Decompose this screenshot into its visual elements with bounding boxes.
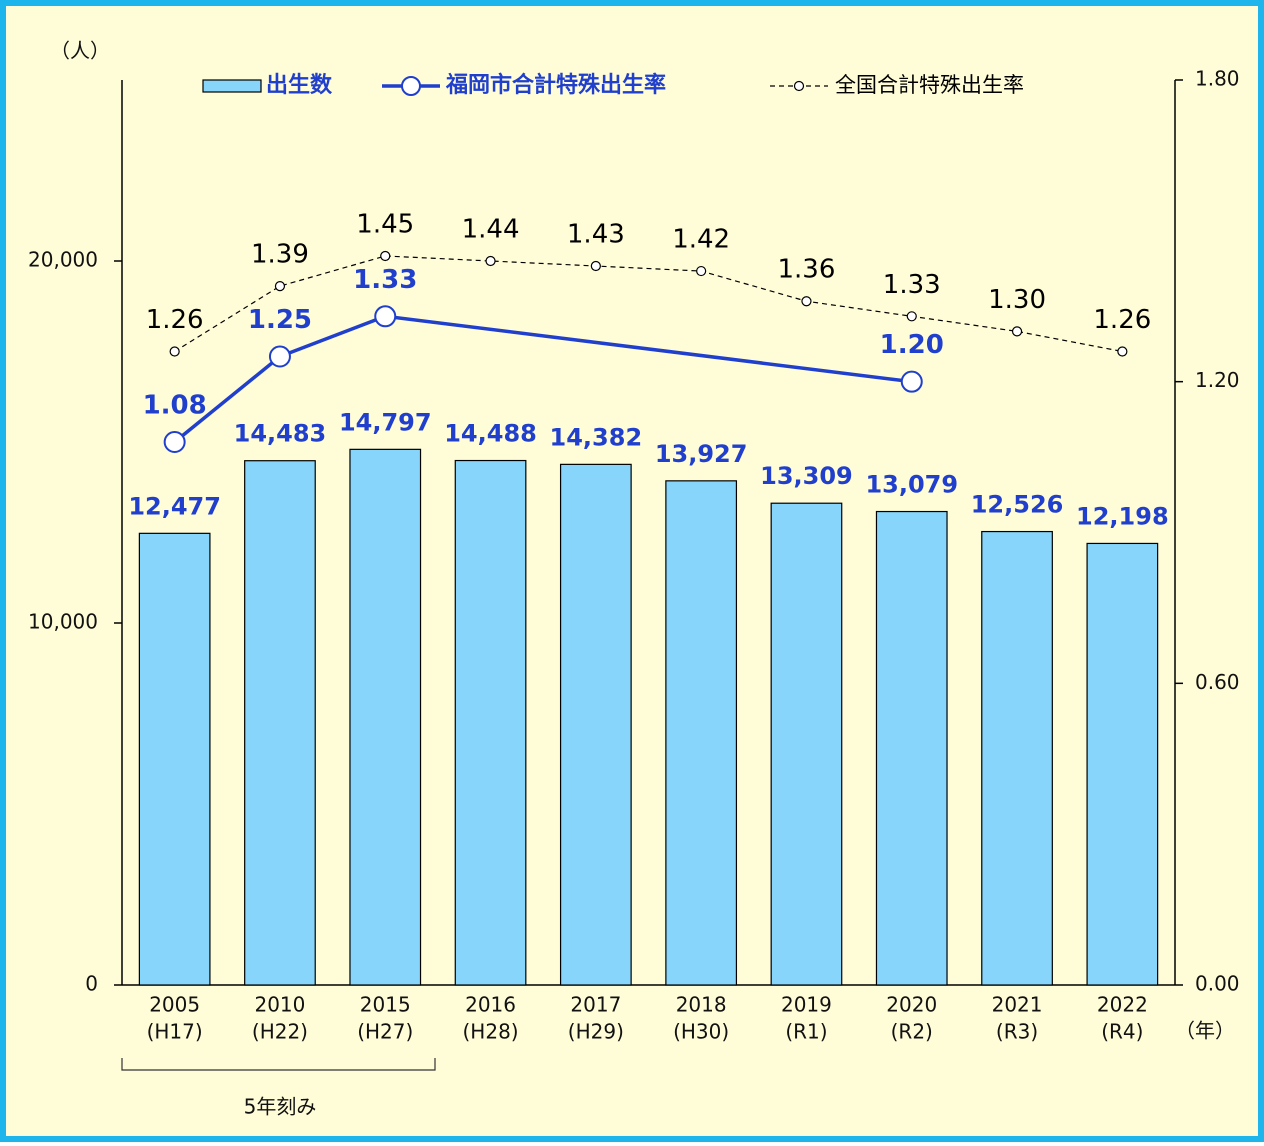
- bar: [770, 502, 843, 986]
- bar-value-label: 13,927: [655, 440, 748, 468]
- bar-value-label: 13,309: [760, 462, 853, 490]
- line-marker: [696, 265, 707, 277]
- x-tick-sublabel: (H17): [147, 1020, 203, 1044]
- bar: [981, 530, 1053, 986]
- bar-value-label: 12,477: [128, 492, 221, 520]
- y2-tick-label: 1.80: [1195, 67, 1240, 91]
- line-value-label: 1.25: [248, 305, 312, 335]
- line-value-label: 1.44: [462, 215, 520, 245]
- line-value-label: 1.36: [778, 255, 836, 285]
- x-tick-sublabel: (H22): [252, 1020, 308, 1044]
- bar-value-label: 14,382: [550, 423, 643, 451]
- y2-tick-label: 1.20: [1195, 368, 1240, 392]
- legend-label: 福岡市合計特殊出生率: [445, 72, 666, 98]
- line-marker: [163, 431, 186, 453]
- line-marker: [590, 260, 601, 272]
- x-tick-label: 2022: [1097, 993, 1148, 1017]
- x-tick-label: 2017: [570, 993, 621, 1017]
- line-value-label: 1.30: [988, 285, 1046, 315]
- bar-value-label: 14,488: [444, 420, 537, 448]
- bracket-label: 5年刻み: [244, 1095, 317, 1119]
- legend-swatch: [401, 76, 421, 96]
- line-marker: [801, 296, 812, 307]
- line-marker: [374, 305, 397, 328]
- bar: [665, 480, 738, 986]
- x-tick-sublabel: (R3): [996, 1020, 1038, 1044]
- bar: [349, 448, 422, 986]
- y-unit: （人）: [50, 39, 110, 63]
- y-tick-label: 10,000: [28, 610, 98, 634]
- line-value-label: 1.26: [1093, 305, 1151, 335]
- bracket: [121, 1058, 436, 1071]
- line-value-label: 1.26: [146, 305, 204, 335]
- bar-value-label: 14,483: [234, 420, 327, 448]
- legend-swatch: [202, 79, 262, 93]
- x-unit: （年）: [1175, 1019, 1235, 1043]
- line-marker: [1011, 326, 1023, 337]
- line-value-label: 1.39: [251, 240, 309, 270]
- y-tick-label: 0: [85, 972, 98, 996]
- bar: [1086, 542, 1159, 986]
- x-tick-label: 2016: [465, 993, 516, 1017]
- line: [173, 314, 912, 444]
- bar: [138, 532, 211, 986]
- bar-value-label: 13,079: [865, 471, 958, 499]
- line-value-label: 1.08: [143, 391, 207, 421]
- y-tick-label: 20,000: [28, 248, 98, 272]
- line-value-label: 1.33: [353, 265, 417, 295]
- legend-label: 出生数: [266, 72, 333, 98]
- line-marker: [900, 370, 923, 393]
- line-marker: [380, 250, 391, 262]
- x-tick-label: 2005: [149, 993, 200, 1017]
- y2-tick-label: 0.00: [1195, 972, 1240, 996]
- x-tick-label: 2020: [886, 993, 937, 1017]
- x-tick-label: 2019: [781, 993, 832, 1017]
- x-tick-label: 2010: [254, 993, 305, 1017]
- legend-label: 全国合計特殊出生率: [835, 73, 1024, 97]
- line-marker: [274, 281, 286, 292]
- bar: [875, 510, 948, 986]
- bar: [559, 463, 632, 986]
- x-tick-sublabel: (H30): [673, 1020, 729, 1044]
- line-value-label: 1.33: [883, 270, 941, 300]
- y2-tick-label: 0.60: [1195, 670, 1240, 694]
- legend-swatch: [793, 80, 805, 92]
- line-marker: [1117, 346, 1128, 357]
- x-tick-label: 2021: [992, 993, 1043, 1017]
- x-tick-sublabel: (R4): [1101, 1020, 1143, 1044]
- line-marker: [169, 346, 180, 357]
- line-value-label: 1.20: [880, 330, 944, 360]
- line-marker: [906, 311, 917, 322]
- line-value-label: 1.45: [356, 209, 414, 239]
- line-value-label: 1.43: [567, 220, 625, 250]
- bar-value-label: 12,526: [971, 491, 1064, 519]
- x-tick-sublabel: (H27): [357, 1020, 413, 1044]
- line-marker: [485, 255, 496, 267]
- line: [174, 255, 1123, 353]
- x-tick-label: 2015: [360, 993, 411, 1017]
- x-tick-sublabel: (H29): [568, 1020, 624, 1044]
- bar-value-label: 12,198: [1076, 502, 1169, 530]
- x-tick-sublabel: (R2): [891, 1020, 933, 1044]
- line-value-label: 1.42: [672, 225, 730, 255]
- bar-value-label: 14,797: [339, 408, 432, 436]
- x-tick-label: 2018: [676, 993, 727, 1017]
- x-tick-sublabel: (H28): [463, 1020, 519, 1044]
- line-marker: [268, 345, 291, 368]
- x-tick-sublabel: (R1): [785, 1020, 827, 1044]
- bar: [244, 460, 316, 986]
- bar: [454, 459, 527, 986]
